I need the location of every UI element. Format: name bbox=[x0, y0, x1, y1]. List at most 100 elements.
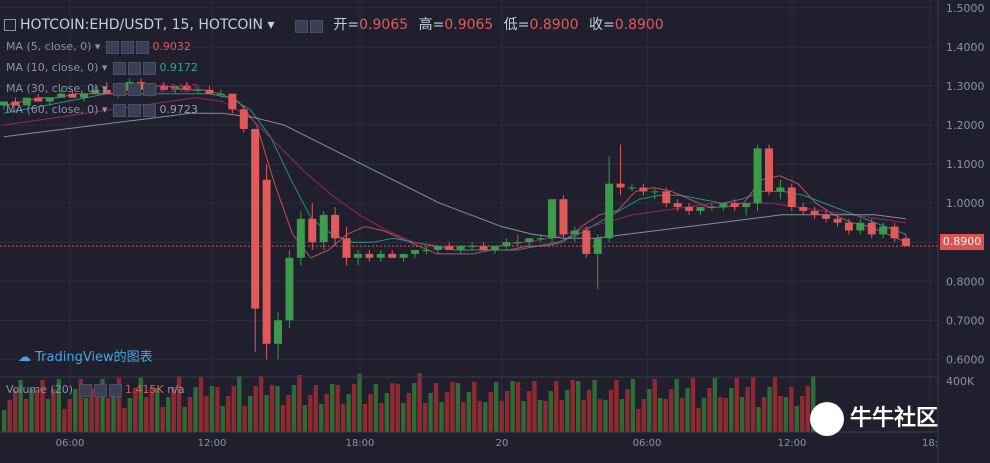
candle-body bbox=[285, 257, 294, 321]
volume-bar bbox=[149, 387, 154, 432]
volume-bar bbox=[335, 385, 340, 432]
volume-bar bbox=[789, 387, 794, 432]
ma5-legend[interactable]: MA (5, close, 0) ▾ 0.9032 bbox=[6, 40, 191, 54]
candle-body bbox=[456, 246, 465, 250]
volume-bar bbox=[422, 403, 428, 432]
volume-value: 1.415K bbox=[125, 383, 164, 396]
close-icon[interactable] bbox=[108, 383, 122, 397]
volume-bar bbox=[105, 398, 111, 432]
candle-body bbox=[902, 238, 910, 247]
y-tick-label: 1.3000 bbox=[946, 80, 985, 93]
ma10-value: 0.9172 bbox=[159, 61, 198, 74]
volume-bar bbox=[220, 406, 226, 432]
volume-bar bbox=[280, 405, 286, 432]
volume-bar bbox=[111, 388, 116, 432]
volume-bar bbox=[444, 392, 450, 432]
volume-bar bbox=[78, 379, 83, 432]
close-icon[interactable] bbox=[142, 103, 156, 117]
close-icon[interactable] bbox=[142, 61, 156, 75]
candle-body bbox=[0, 101, 8, 106]
volume-bar bbox=[745, 387, 750, 432]
volume-bar bbox=[319, 404, 324, 432]
volume-bar bbox=[526, 391, 532, 432]
symbol-title[interactable]: HOTCOIN:EHD/USDT, 15, HOTCOIN bbox=[20, 17, 264, 33]
candle-body bbox=[742, 203, 751, 208]
candle-body bbox=[262, 179, 271, 344]
candle-body bbox=[342, 238, 351, 258]
candle-body bbox=[799, 207, 808, 211]
volume-bar bbox=[504, 391, 510, 432]
ma60-legend[interactable]: MA (60, close, 0) ▾ 0.9723 bbox=[6, 103, 198, 117]
volume-bar bbox=[291, 385, 297, 432]
candle-body bbox=[650, 191, 659, 193]
y-tick-label: 0.7000 bbox=[946, 314, 985, 327]
settings-icon[interactable] bbox=[120, 40, 134, 54]
candle-body bbox=[331, 214, 340, 239]
candle-body bbox=[525, 238, 534, 243]
volume-bar bbox=[450, 382, 455, 432]
volume-legend[interactable]: Volume (20) 1.415K n/a bbox=[6, 383, 185, 397]
settings-icon[interactable] bbox=[93, 383, 107, 397]
candle-body bbox=[559, 199, 568, 235]
candle-body bbox=[216, 93, 225, 95]
y-tick-label: 1.4000 bbox=[946, 41, 985, 54]
volume-bar bbox=[630, 379, 636, 432]
eye-icon[interactable] bbox=[112, 82, 126, 96]
volume-bar bbox=[155, 388, 160, 432]
settings-icon[interactable] bbox=[127, 103, 141, 117]
volume-bar bbox=[171, 387, 176, 432]
y-tick-label: 1.1000 bbox=[946, 158, 985, 171]
collapse-icon[interactable] bbox=[4, 19, 16, 31]
eye-icon[interactable] bbox=[78, 383, 92, 397]
candle-body bbox=[365, 253, 374, 258]
close-icon[interactable] bbox=[142, 82, 156, 96]
volume-bar bbox=[308, 395, 313, 432]
settings-icon[interactable] bbox=[127, 82, 141, 96]
x-tick-label: 18:00 bbox=[346, 438, 375, 449]
candle-body bbox=[376, 253, 385, 258]
volume-bar bbox=[597, 399, 603, 432]
settings-icon[interactable] bbox=[127, 61, 141, 75]
y-tick-label: 1.5000 bbox=[946, 2, 985, 15]
volume-bar bbox=[510, 381, 515, 432]
volume-bar bbox=[679, 398, 685, 432]
volume-bar bbox=[537, 400, 543, 432]
volume-bar bbox=[390, 383, 395, 432]
wechat-icon bbox=[810, 402, 844, 436]
eye-icon[interactable] bbox=[105, 40, 119, 54]
candle-body bbox=[707, 207, 716, 209]
volume-bar bbox=[674, 379, 679, 432]
volume-bar bbox=[330, 384, 335, 432]
volume-bar bbox=[417, 373, 422, 432]
eye-icon[interactable] bbox=[112, 61, 126, 75]
y-tick-label: 1.0000 bbox=[946, 197, 985, 210]
volume-bar bbox=[264, 395, 269, 432]
symbol-dropdown-icon[interactable]: ▾ bbox=[267, 17, 275, 33]
eye-icon[interactable] bbox=[112, 103, 126, 117]
candle-body bbox=[844, 222, 853, 231]
candle-body bbox=[205, 89, 214, 94]
volume-na: n/a bbox=[167, 383, 185, 396]
volume-bar bbox=[658, 398, 663, 432]
candle-body bbox=[696, 207, 705, 211]
volume-bar bbox=[67, 399, 72, 432]
volume-bar bbox=[193, 387, 198, 432]
close-icon[interactable] bbox=[309, 19, 323, 33]
volume-bar bbox=[668, 389, 674, 432]
volume-bar bbox=[433, 383, 439, 432]
y-tick-label: 1.2000 bbox=[946, 119, 985, 132]
ma10-legend[interactable]: MA (10, close, 0) ▾ 0.9172 bbox=[6, 61, 198, 75]
volume-bar bbox=[362, 404, 368, 432]
volume-bar bbox=[18, 380, 23, 432]
settings-icon[interactable] bbox=[294, 19, 308, 33]
volume-bar bbox=[461, 402, 466, 432]
ma60-value: 0.9723 bbox=[159, 103, 198, 116]
candle-body bbox=[879, 226, 888, 235]
volume-bar bbox=[94, 389, 100, 432]
close-icon[interactable] bbox=[135, 40, 149, 54]
cloud-icon: ☁ bbox=[18, 350, 31, 365]
ma30-legend[interactable]: MA (30, close, 0) ▾ 0.9437 bbox=[6, 82, 198, 96]
volume-bar bbox=[439, 402, 444, 432]
tradingview-watermark[interactable]: ☁ TradingView的图表 bbox=[18, 346, 153, 365]
